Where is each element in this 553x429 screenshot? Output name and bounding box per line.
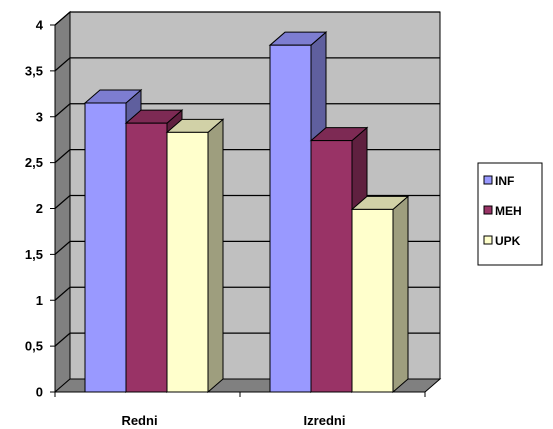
legend: INF MEH UPK (477, 162, 543, 266)
legend-swatch (483, 175, 493, 185)
y-tick-label: 3,5 (25, 63, 43, 78)
bar-front (269, 44, 312, 393)
axes (50, 24, 426, 397)
y-tick-label: 4 (36, 18, 44, 33)
y-tick-label: 1 (36, 293, 43, 308)
x-category-label: Izredni (304, 413, 346, 428)
y-tick-label: 2 (36, 201, 43, 216)
bar-upk-izredni (350, 195, 410, 394)
legend-label: UPK (495, 234, 521, 248)
legend-label: INF (495, 174, 514, 188)
bar-front (125, 122, 168, 393)
y-tick-label: 3 (36, 109, 43, 124)
bar-front (166, 131, 209, 393)
legend-swatch (483, 205, 493, 215)
bar-side (392, 195, 409, 394)
legend-item-meh: MEH (483, 204, 522, 218)
grid-line (54, 11, 440, 26)
bars (83, 31, 410, 394)
bar-side (207, 118, 224, 394)
y-tick-label: 1,5 (25, 247, 43, 262)
bar-upk-redni (165, 118, 225, 394)
x-category-label: Redni (121, 413, 157, 428)
legend-label: MEH (495, 204, 522, 218)
y-tick-label: 2,5 (25, 155, 43, 170)
x-category-labels: Redni Izredni (121, 413, 345, 428)
legend-item-upk: UPK (483, 234, 521, 248)
bar-front (351, 208, 394, 393)
bar-front (310, 140, 353, 393)
y-tick-labels: 0 0,5 1 1,5 2 2,5 3 3,5 4 (25, 18, 44, 400)
legend-item-inf: INF (483, 174, 514, 188)
bar-front (84, 102, 127, 393)
legend-swatch (483, 235, 493, 245)
y-tick-label: 0 (36, 385, 43, 400)
y-tick-label: 0,5 (25, 339, 43, 354)
